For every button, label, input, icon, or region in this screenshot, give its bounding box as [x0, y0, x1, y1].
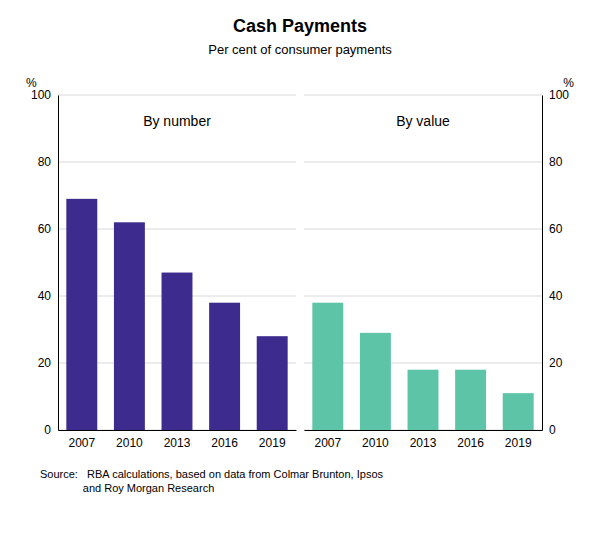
bar — [66, 199, 97, 430]
bar — [257, 336, 288, 430]
bar — [503, 393, 534, 430]
axis-line — [305, 430, 543, 431]
tick-label: 2019 — [505, 436, 532, 450]
bar — [455, 370, 486, 430]
axis-line — [58, 96, 59, 431]
tick: 2019 — [505, 430, 532, 450]
tick: 2013 — [164, 430, 191, 450]
tick-label: 2019 — [259, 436, 286, 450]
tick-label: 0 — [549, 423, 556, 437]
bars — [66, 199, 287, 430]
tick: 40 — [542, 289, 563, 303]
grid-line — [304, 162, 542, 163]
subtitle: Per cent of consumer payments — [208, 42, 392, 57]
panel: 2007 2010 2013 2016 2019 0 20 40 60 80 100% By numb… — [26, 76, 297, 450]
tick-label: 2016 — [457, 436, 484, 450]
tick-label: 2007 — [314, 436, 341, 450]
tick: 2010 — [362, 430, 389, 450]
bar — [360, 333, 391, 430]
bar — [312, 303, 343, 430]
tick-label: 40 — [38, 289, 52, 303]
tick: 2016 — [211, 430, 238, 450]
grid-line — [58, 95, 296, 96]
panel-label: By number — [143, 113, 211, 129]
tick-label: 0 — [44, 423, 51, 437]
tick: 40 — [38, 289, 58, 303]
source-line: and Roy Morgan Research — [40, 482, 214, 494]
tick-label: 40 — [549, 289, 563, 303]
tick-label: 2010 — [116, 436, 143, 450]
grid-line — [304, 296, 542, 297]
tick: 2007 — [314, 430, 341, 450]
x-axis: 2007 2010 2013 2016 2019 — [59, 430, 297, 450]
bar — [114, 222, 145, 430]
y-label: % — [563, 76, 574, 90]
tick-label: 80 — [549, 155, 563, 169]
tick: 100 — [542, 88, 569, 102]
axis-line — [59, 430, 297, 431]
x-axis: 2007 2010 2013 2016 2019 — [305, 430, 543, 450]
panel: 2007 2010 2013 2016 2019 0 20 40 60 80 100% By valu… — [304, 76, 574, 450]
title: Cash Payments — [233, 16, 367, 36]
tick-label: 20 — [549, 356, 563, 370]
tick: 2013 — [410, 430, 437, 450]
tick-label: 2016 — [211, 436, 238, 450]
bar — [162, 273, 193, 430]
y-axis: 0 20 40 60 80 100 — [31, 88, 59, 437]
source-line: Source: RBA calculations, based on data … — [40, 468, 384, 480]
y-label: % — [26, 76, 37, 90]
bar — [209, 303, 240, 430]
grid-line — [304, 229, 542, 230]
tick-label: 2007 — [68, 436, 95, 450]
tick: 60 — [38, 222, 58, 236]
grid-line — [58, 162, 296, 163]
axis-line — [542, 96, 543, 431]
tick-label: 2013 — [164, 436, 191, 450]
tick: 20 — [38, 356, 58, 370]
tick-label: 20 — [38, 356, 52, 370]
tick: 60 — [542, 222, 563, 236]
tick-label: 100 — [549, 88, 569, 102]
tick: 0 — [542, 423, 556, 437]
source-note: Source: RBA calculations, based on data … — [40, 468, 384, 494]
panel-label: By value — [396, 113, 450, 129]
tick-label: 100 — [31, 88, 51, 102]
tick-label: 80 — [38, 155, 52, 169]
bar — [408, 370, 439, 430]
y-axis: 0 20 40 60 80 100 — [542, 88, 569, 437]
tick: 2007 — [68, 430, 95, 450]
tick: 2019 — [259, 430, 286, 450]
tick-label: 60 — [38, 222, 52, 236]
tick: 80 — [542, 155, 563, 169]
tick: 20 — [542, 356, 563, 370]
tick-label: 60 — [549, 222, 563, 236]
grid — [58, 95, 296, 430]
tick: 100 — [31, 88, 58, 102]
tick-label: 2013 — [410, 436, 437, 450]
bars — [312, 303, 533, 430]
tick: 0 — [44, 423, 58, 437]
grid-line — [304, 95, 542, 96]
tick: 2010 — [116, 430, 143, 450]
tick: 80 — [38, 155, 58, 169]
chart: Cash Payments Per cent of consumer paymen… — [0, 0, 600, 537]
grid — [304, 95, 542, 430]
tick-label: 2010 — [362, 436, 389, 450]
tick: 2016 — [457, 430, 484, 450]
